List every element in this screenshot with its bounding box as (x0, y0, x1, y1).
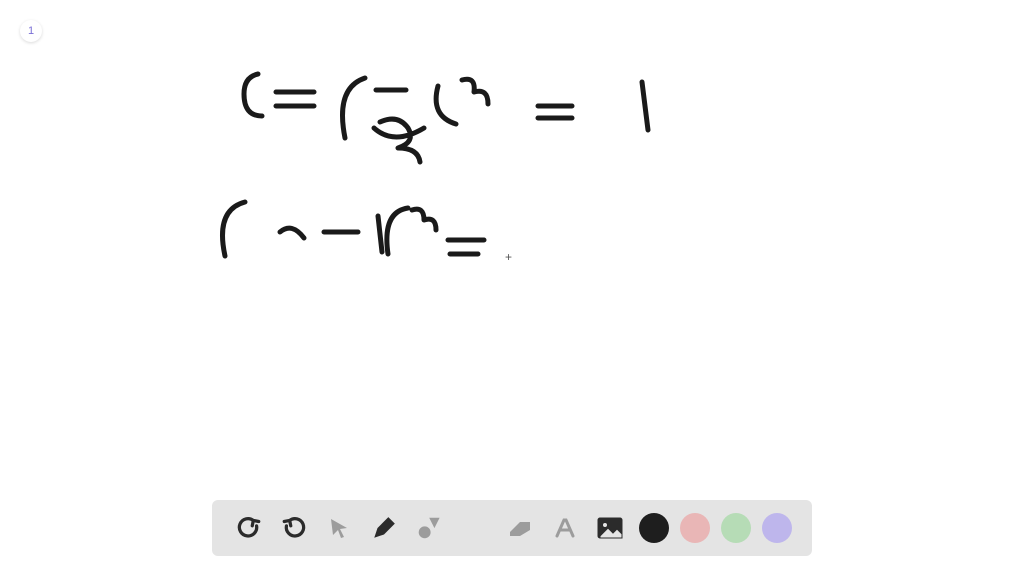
eraser-tool[interactable] (503, 511, 537, 545)
toolbar (212, 500, 812, 556)
image-tool[interactable] (593, 511, 627, 545)
image-icon (596, 516, 624, 540)
undo-button[interactable] (232, 511, 266, 545)
text-icon (553, 516, 577, 540)
redo-button[interactable] (277, 511, 311, 545)
add-tool[interactable] (458, 511, 492, 545)
shapes-icon (416, 515, 442, 541)
pen-icon (371, 515, 397, 541)
pen-tool[interactable] (367, 511, 401, 545)
undo-icon (236, 515, 262, 541)
eraser-icon (506, 518, 534, 538)
shapes-tool[interactable] (412, 511, 446, 545)
plus-icon (462, 515, 488, 541)
text-tool[interactable] (548, 511, 582, 545)
pointer-tool[interactable] (322, 511, 356, 545)
color-green[interactable] (721, 513, 751, 543)
color-pink[interactable] (680, 513, 710, 543)
color-black[interactable] (639, 513, 669, 543)
drawing-canvas[interactable] (0, 0, 1024, 566)
color-purple[interactable] (762, 513, 792, 543)
pointer-icon (327, 516, 351, 540)
redo-icon (281, 515, 307, 541)
crosshair-cursor: + (505, 250, 512, 264)
